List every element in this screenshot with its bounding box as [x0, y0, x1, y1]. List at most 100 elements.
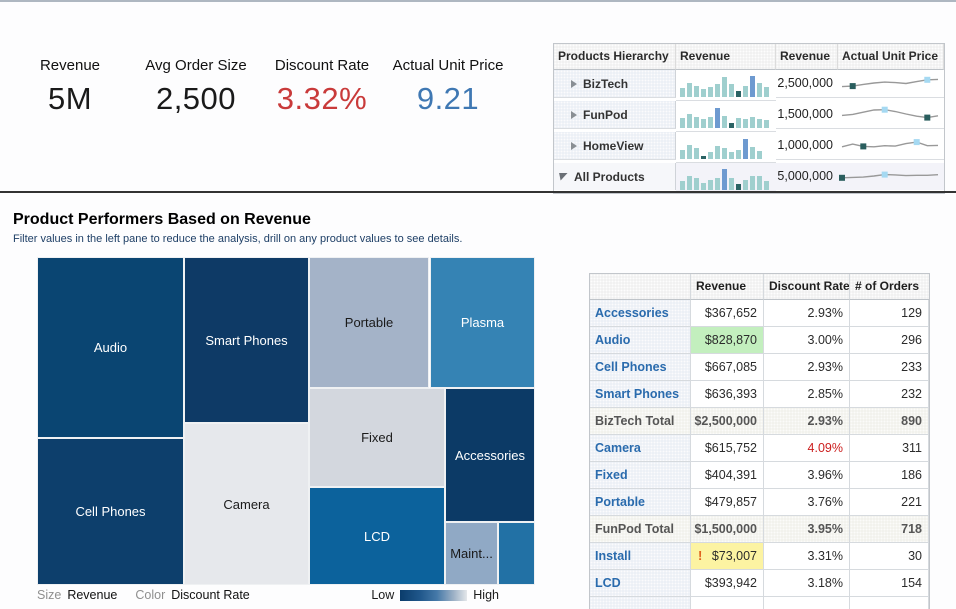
treemap-tile-label: Portable — [344, 315, 394, 330]
product-link[interactable]: Fixed — [590, 462, 691, 489]
perf-column-header: # of Orders — [850, 274, 929, 300]
sparkbar — [750, 117, 755, 128]
revenue-value-cell: 1,000,000 — [776, 132, 838, 160]
treemap-legend: Size Revenue Color Discount Rate Low Hig… — [37, 588, 499, 602]
collapse-icon[interactable] — [559, 172, 568, 181]
product-link[interactable]: Install — [590, 543, 691, 570]
discount-rate-gradient — [400, 589, 468, 601]
revenue-sparkbar-cell — [676, 163, 776, 193]
discount-rate-cell: 3.00% — [764, 327, 850, 354]
discount-rate-cell — [764, 597, 850, 609]
hierarchy-column-header: Revenue — [776, 44, 838, 70]
product-link[interactable]: Audio — [590, 327, 691, 354]
expand-icon[interactable] — [571, 79, 577, 88]
orders-cell: 718 — [850, 516, 929, 543]
discount-rate-cell: 2.93% — [764, 300, 850, 327]
treemap-tile-cell-phones[interactable]: Cell Phones — [37, 438, 184, 585]
product-link[interactable]: Camera — [590, 435, 691, 462]
revenue-cell: $73,007! — [691, 543, 764, 570]
kpi-value: 3.32% — [276, 81, 368, 116]
treemap-tile-maint[interactable]: Maint... — [445, 522, 498, 585]
orders-cell: 129 — [850, 300, 929, 327]
treemap-tile-audio[interactable]: Audio — [37, 257, 184, 438]
product-link[interactable]: Cell Phones — [590, 354, 691, 381]
kpi-tile: Avg Order Size 2,500 — [133, 57, 259, 117]
sparkbar-min — [729, 123, 734, 128]
sparkbar-max — [743, 139, 748, 159]
expand-icon[interactable] — [571, 110, 577, 119]
expand-icon[interactable] — [571, 141, 577, 150]
revenue-cell: $2,500,000 — [691, 408, 764, 435]
treemap-tile-fixed[interactable]: Fixed — [309, 388, 445, 487]
sparkbar-min — [701, 156, 706, 159]
treemap-tile-accessories[interactable]: Accessories — [445, 388, 535, 522]
sparkbar — [708, 87, 713, 97]
sparkbar-max — [722, 169, 727, 190]
treemap-tile[interactable] — [498, 522, 535, 585]
sparkbar — [764, 181, 769, 190]
sparkbar — [687, 114, 692, 128]
product-link[interactable]: Smart Phones — [590, 381, 691, 408]
legend-color-value: Discount Rate — [171, 588, 250, 602]
revenue-cell: $393,942 — [691, 570, 764, 597]
discount-rate-cell: 2.93% — [764, 354, 850, 381]
treemap-tile-label: LCD — [363, 528, 390, 544]
treemap-tile-smart-phones[interactable]: Smart Phones — [184, 257, 309, 423]
orders-cell: 186 — [850, 462, 929, 489]
orders-cell — [850, 597, 929, 609]
hierarchy-member-cell[interactable]: All Products — [554, 163, 676, 190]
discount-rate-cell: 3.95% — [764, 516, 850, 543]
treemap-tile-portable[interactable]: Portable — [309, 257, 429, 388]
kpi-tile: Revenue 5M — [7, 57, 133, 117]
revenue-cell: $479,857 — [691, 489, 764, 516]
treemap-tile-plasma[interactable]: Plasma — [430, 257, 535, 388]
product-performance-table: Revenue Discount Rate # of Orders Accessori… — [589, 273, 930, 609]
treemap-tile-lcd[interactable]: LCD — [309, 487, 445, 585]
sparkbar — [680, 150, 685, 159]
sparkline-min-marker — [860, 143, 867, 150]
sparkbar — [687, 145, 692, 159]
revenue-cell — [691, 597, 764, 609]
treemap-tile-label: Plasma — [460, 315, 505, 330]
kpi-label: Discount Rate — [274, 57, 370, 74]
kpi-row: Revenue 5M Avg Order Size 2,500 Discount Rat… — [7, 57, 511, 117]
unit-price-sparkline — [841, 76, 939, 90]
sparkbar — [701, 183, 706, 190]
sparkline-max-marker — [924, 76, 931, 83]
legend-size-value: Revenue — [67, 588, 118, 602]
kpi-tile: Discount Rate 3.32% — [259, 57, 385, 117]
sparkbar — [715, 146, 720, 159]
revenue-value-cell: 1,500,000 — [776, 101, 838, 129]
orders-cell: 233 — [850, 354, 929, 381]
sparkbar — [729, 152, 734, 159]
sparkbar — [764, 87, 769, 97]
sparkbar — [757, 151, 762, 159]
product-link — [590, 597, 691, 609]
treemap-tile-label: Accessories — [454, 447, 526, 463]
hierarchy-member-cell[interactable]: HomeView — [554, 132, 676, 160]
discount-rate-cell: 3.96% — [764, 462, 850, 489]
treemap-tile-camera[interactable]: Camera — [184, 423, 309, 585]
sparkbar — [694, 86, 699, 97]
unit-price-sparkline-cell — [838, 132, 944, 160]
sparkbar — [701, 89, 706, 97]
product-link[interactable]: Portable — [590, 489, 691, 516]
section-divider — [0, 191, 956, 193]
sparkbar — [715, 178, 720, 190]
orders-cell: 232 — [850, 381, 929, 408]
sparkbar — [736, 150, 741, 159]
product-link[interactable]: LCD — [590, 570, 691, 597]
sparkline-min-marker — [839, 174, 845, 181]
sparkline-max-marker — [913, 139, 920, 146]
hierarchy-member-cell[interactable]: BizTech — [554, 70, 676, 98]
unit-price-sparkline — [841, 106, 939, 121]
revenue-cell: $1,500,000 — [691, 516, 764, 543]
product-link[interactable]: Accessories — [590, 300, 691, 327]
sparkbar — [722, 148, 727, 159]
sparkbar — [757, 176, 762, 190]
kpi-tile: Actual Unit Price 9.21 — [385, 57, 511, 117]
hierarchy-member-cell[interactable]: FunPod — [554, 101, 676, 129]
sparkbar — [694, 117, 699, 128]
unit-price-sparkline — [839, 171, 939, 181]
discount-rate-cell: 3.76% — [764, 489, 850, 516]
